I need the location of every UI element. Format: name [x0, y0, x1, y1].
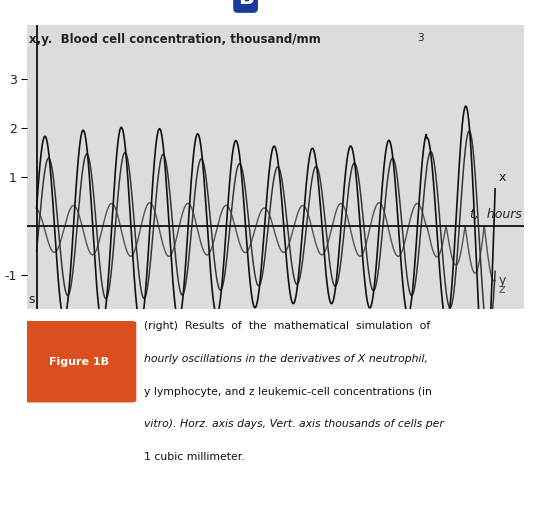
Text: (right)  Results  of  the  mathematical  simulation  of: (right) Results of the mathematical simu… — [144, 321, 430, 331]
Text: B: B — [238, 0, 253, 9]
Text: y: y — [499, 274, 507, 287]
Text: hourly oscillations in the derivatives of X neutrophil,: hourly oscillations in the derivatives o… — [144, 354, 428, 364]
Text: x: x — [499, 171, 507, 184]
Text: x,y.  Blood cell concentration, thousand/mm: x,y. Blood cell concentration, thousand/… — [29, 33, 321, 46]
Text: 1 cubic millimeter.: 1 cubic millimeter. — [144, 452, 245, 462]
Text: s: s — [28, 293, 35, 306]
FancyBboxPatch shape — [22, 321, 136, 402]
Text: z: z — [499, 283, 505, 296]
Text: vitro). Horz. axis days, Vert. axis thousands of cells per: vitro). Horz. axis days, Vert. axis thou… — [144, 419, 444, 429]
Text: Figure 1B: Figure 1B — [49, 357, 109, 367]
Text: y lymphocyte, and z leukemic-cell concentrations (in: y lymphocyte, and z leukemic-cell concen… — [144, 387, 431, 397]
Text: t,  hours: t, hours — [470, 208, 522, 221]
Text: 3: 3 — [417, 33, 424, 43]
